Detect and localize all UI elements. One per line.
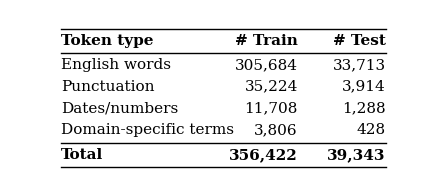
Text: 3,806: 3,806 xyxy=(254,123,298,137)
Text: # Train: # Train xyxy=(235,34,298,48)
Text: 39,343: 39,343 xyxy=(327,148,385,162)
Text: # Test: # Test xyxy=(333,34,385,48)
Text: 33,713: 33,713 xyxy=(333,58,385,72)
Text: 3,914: 3,914 xyxy=(342,80,385,94)
Text: 428: 428 xyxy=(357,123,385,137)
Text: 356,422: 356,422 xyxy=(229,148,298,162)
Text: English words: English words xyxy=(61,58,171,72)
Text: Domain-specific terms: Domain-specific terms xyxy=(61,123,234,137)
Text: 35,224: 35,224 xyxy=(245,80,298,94)
Text: 11,708: 11,708 xyxy=(245,101,298,115)
Text: Punctuation: Punctuation xyxy=(61,80,155,94)
Text: 305,684: 305,684 xyxy=(235,58,298,72)
Text: Token type: Token type xyxy=(61,34,154,48)
Text: Dates/numbers: Dates/numbers xyxy=(61,101,178,115)
Text: 1,288: 1,288 xyxy=(342,101,385,115)
Text: Total: Total xyxy=(61,148,103,162)
